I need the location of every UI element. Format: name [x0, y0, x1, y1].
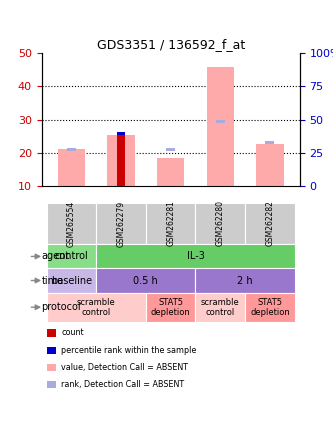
Bar: [256, 144, 284, 186]
Bar: [245, 202, 295, 244]
Text: count: count: [61, 329, 84, 337]
Bar: [107, 135, 135, 186]
Bar: [47, 244, 96, 269]
Text: baseline: baseline: [51, 276, 92, 285]
Text: GSM262279: GSM262279: [117, 200, 126, 246]
Bar: [265, 141, 274, 144]
Bar: [96, 202, 146, 244]
Bar: [146, 202, 195, 244]
Text: value, Detection Call = ABSENT: value, Detection Call = ABSENT: [61, 363, 188, 372]
Text: GSM262282: GSM262282: [265, 201, 274, 246]
Text: IL-3: IL-3: [186, 251, 204, 262]
Text: scramble
control: scramble control: [201, 297, 240, 317]
Text: rank, Detection Call = ABSENT: rank, Detection Call = ABSENT: [61, 381, 184, 389]
Text: 0.5 h: 0.5 h: [134, 276, 158, 285]
Bar: [166, 148, 175, 151]
Bar: [245, 293, 295, 322]
Text: GSM262281: GSM262281: [166, 201, 175, 246]
Text: 2 h: 2 h: [237, 276, 253, 285]
Bar: [216, 119, 225, 123]
Text: STAT5
depletion: STAT5 depletion: [250, 297, 290, 317]
Bar: [47, 381, 56, 388]
Text: agent: agent: [42, 251, 70, 262]
Text: GSM262280: GSM262280: [216, 200, 225, 246]
Text: protocol: protocol: [42, 302, 81, 312]
Bar: [47, 364, 56, 371]
Bar: [117, 132, 126, 135]
Bar: [47, 293, 146, 322]
Bar: [96, 244, 295, 269]
Bar: [47, 202, 96, 244]
Bar: [146, 293, 195, 322]
Text: GSM262554: GSM262554: [67, 200, 76, 246]
Text: scramble
control: scramble control: [77, 297, 116, 317]
Bar: [58, 149, 85, 186]
Text: control: control: [55, 251, 88, 262]
Text: STAT5
depletion: STAT5 depletion: [151, 297, 190, 317]
Bar: [47, 269, 96, 293]
Bar: [47, 329, 56, 337]
Bar: [207, 67, 234, 186]
Text: time: time: [42, 276, 64, 285]
Bar: [195, 202, 245, 244]
Bar: [117, 132, 126, 135]
Title: GDS3351 / 136592_f_at: GDS3351 / 136592_f_at: [97, 38, 245, 51]
Bar: [96, 269, 195, 293]
Bar: [47, 347, 56, 354]
Bar: [195, 269, 295, 293]
Bar: [157, 158, 184, 186]
Bar: [195, 293, 245, 322]
Text: percentile rank within the sample: percentile rank within the sample: [61, 346, 196, 355]
Bar: [117, 134, 126, 186]
Bar: [67, 148, 76, 151]
